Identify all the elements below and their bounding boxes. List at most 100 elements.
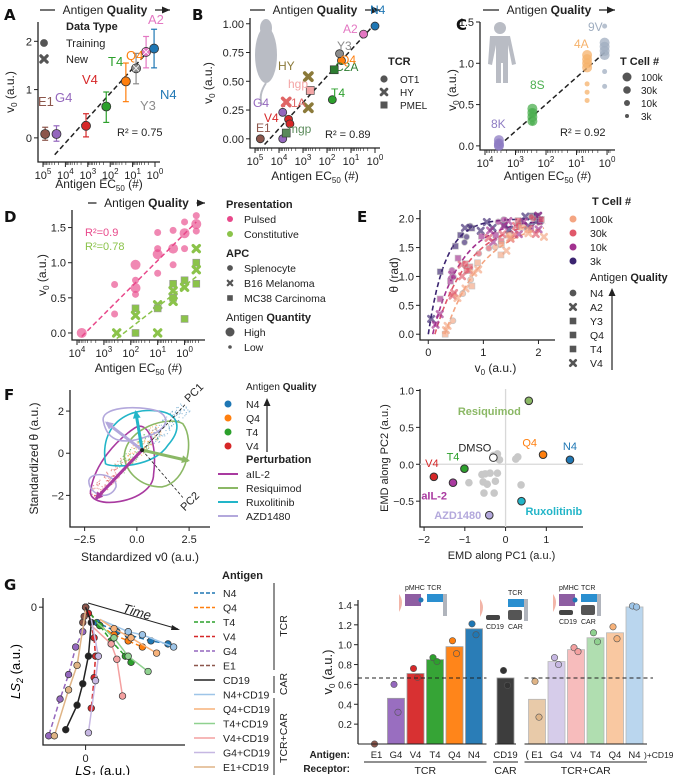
cell-point — [158, 435, 160, 437]
arrow-up-icon — [263, 398, 271, 406]
car-icon — [508, 610, 522, 620]
gray-point — [478, 470, 486, 479]
legend-title: Data Type — [66, 21, 118, 33]
point-label: V4 — [82, 72, 98, 87]
point-label: A2 — [343, 22, 358, 36]
legend-marker — [569, 229, 577, 237]
data-point — [478, 232, 485, 240]
legend-title: APC — [226, 248, 249, 260]
trajectory-line — [99, 618, 157, 654]
cell-point — [120, 457, 122, 460]
gray-point — [514, 453, 522, 461]
cell-point — [168, 428, 170, 430]
pmhc-icon — [405, 594, 421, 606]
legend-marker — [568, 302, 578, 312]
arrow-label-bg — [265, 2, 365, 16]
data-point — [427, 314, 436, 323]
trajectory-line — [53, 610, 87, 737]
data-point — [101, 101, 112, 112]
data-point-stroke — [302, 71, 314, 83]
data-point-stroke — [435, 310, 444, 319]
bar — [426, 659, 444, 745]
cell-point — [168, 424, 170, 426]
legend-label: 10k — [590, 242, 608, 254]
cell-point — [160, 431, 162, 433]
cd19-label: CD19 — [486, 624, 504, 631]
x-tick-label: 2.5 — [181, 534, 196, 546]
legend-label: Resiquimod — [246, 483, 302, 495]
cell-point — [157, 436, 159, 438]
pulsed-point — [191, 219, 202, 230]
point-label: E1 — [38, 94, 54, 109]
cell-point — [92, 484, 95, 487]
data-point — [527, 213, 535, 221]
mouse-tail — [259, 82, 267, 106]
cell-point — [157, 426, 159, 429]
legend-label: V4 — [246, 441, 259, 453]
cell-point — [97, 485, 99, 487]
trajectory-point — [138, 631, 147, 639]
cell-point — [96, 484, 98, 486]
data-point-stroke — [524, 225, 533, 234]
group-label: 9V — [588, 20, 603, 34]
data-point-stroke — [486, 226, 495, 235]
data-point-stroke — [539, 232, 549, 241]
x-axis-label: EMD along PC1 (a.u.) — [448, 550, 556, 562]
constitutive-point — [169, 279, 177, 288]
y-tick-label: 0.75 — [223, 48, 244, 60]
data-point-stroke — [453, 293, 462, 303]
cell-point — [138, 441, 140, 443]
data-point — [518, 223, 525, 231]
data-point — [329, 65, 339, 75]
trajectory-point — [107, 640, 115, 648]
data-point-stroke — [469, 268, 478, 277]
replicate-point — [589, 629, 597, 637]
t-cell-membrane — [443, 594, 447, 616]
cell-point — [144, 440, 146, 442]
cell-point — [153, 436, 156, 438]
point-label: T4 — [108, 54, 123, 69]
data-point — [539, 232, 549, 241]
cell-point — [128, 458, 130, 460]
trajectory-point — [56, 695, 64, 703]
legend-label: 10k — [641, 99, 658, 110]
legend-label: Training — [66, 38, 105, 50]
legend-label: Y3 — [590, 316, 603, 328]
group-label: 8K — [491, 117, 506, 131]
legend-label: 100k — [590, 214, 614, 226]
replicate-point — [550, 654, 558, 662]
cell-point — [114, 468, 116, 470]
labeled-point — [517, 496, 526, 506]
panel-label-c: C — [456, 16, 467, 34]
antigen-quality-arrow: Antigen Quality — [250, 2, 380, 17]
tcr-icon — [508, 599, 524, 607]
legend-label: 3k — [590, 256, 602, 268]
replicate-point — [574, 648, 582, 656]
data-point — [494, 218, 502, 226]
x-axis-label: Antigen EC50 (#) — [55, 177, 143, 193]
cell-point — [111, 468, 113, 470]
legend-label: OT1 — [400, 75, 420, 86]
bar — [528, 698, 546, 745]
point-label: Q4 — [126, 48, 143, 63]
x-tick-label: 100 — [367, 153, 384, 168]
legend-marker — [224, 428, 232, 436]
x-tick-label: 104 — [477, 155, 494, 170]
pc1-label: PC1 — [183, 381, 207, 405]
replicate-point — [613, 635, 621, 643]
data-point — [441, 326, 451, 335]
cell-point — [115, 466, 117, 468]
x-tick-label: −2.5 — [74, 534, 96, 546]
x-tick-label: 103 — [79, 167, 96, 182]
legend-marker — [224, 400, 232, 408]
y-axis-label: v0 (a.u.) — [475, 361, 517, 377]
cell-point — [164, 435, 166, 437]
antigen-row-label: Antigen: — [309, 750, 350, 761]
arrow-label: Antigen Quality — [104, 196, 189, 210]
cell-point — [184, 415, 186, 417]
cell-point — [158, 433, 160, 435]
cell-point — [155, 440, 157, 443]
cell-point — [104, 485, 106, 487]
pulsed-point — [169, 226, 177, 234]
